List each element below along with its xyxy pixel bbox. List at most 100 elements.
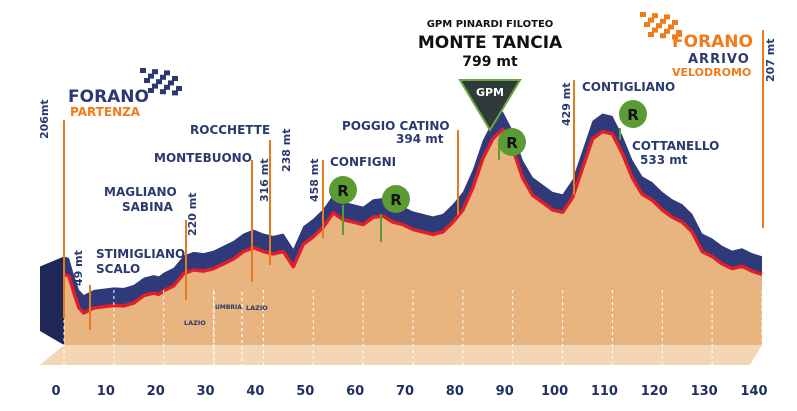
sprint-badge [329,176,357,204]
flag-square [148,88,154,93]
finish-line2: VELODROMO [672,66,751,79]
place-stimigliano-line2: SCALO [96,262,140,276]
gpm-name: MONTE TANCIA [418,33,563,53]
x-tick-label: 130 [691,384,718,399]
x-tick-label: 50 [296,384,314,399]
place-configni-altitude: 458 mt [308,158,321,202]
flag-square [652,13,658,19]
finish-altitude: 207 mt [764,38,777,82]
place-montebuono-line1: MONTEBUONO [154,151,252,165]
flag-square [164,70,170,76]
x-tick-label: 90 [496,384,514,399]
gpm-badge-label: GPM [476,86,504,99]
place-magliano-line2: SABINA [122,200,174,214]
flag-square [672,34,678,40]
sprint-badge-label: R [390,191,402,209]
flag-square [176,86,182,91]
sprint-markers: R R R R [329,100,647,242]
profile-ridge-line [63,127,763,315]
flag-square [152,83,158,89]
x-tick-label: 110 [591,384,618,399]
flag-square [164,84,170,90]
x-tick-label: 40 [246,384,264,399]
place-contigliano-line1: CONTIGLIANO [582,80,675,94]
x-tick-label: 70 [396,384,414,399]
flag-square [172,76,178,81]
flag-square [160,74,166,80]
x-tick-label: 20 [147,384,165,399]
region-label-lazio: LAZIO [184,319,206,327]
place-poggio-line1: POGGIO CATINO [342,119,450,133]
sprint-badge [619,100,647,128]
place-stimigliano-line1: STIMIGLIANO [96,247,185,261]
flag-square [652,27,658,33]
flag-square [152,69,158,75]
profile-base [40,345,762,365]
flag-square [648,17,654,23]
gpm-marker: GPM GPM PINARDI FILOTEO MONTE TANCIA 799… [418,19,563,132]
sprint-badge-label: R [337,182,349,200]
flag-square [664,28,670,34]
place-rocchette-line1: ROCCHETTE [190,123,270,137]
profile-end-cap [40,256,64,345]
finish-brand: FORANO [672,32,753,52]
x-tick-label: 60 [346,384,364,399]
location-markers [63,30,764,330]
flag-square [160,89,166,95]
gpm-altitude: 799 mt [462,54,518,70]
sprint-badge [382,185,410,213]
flag-square [172,90,178,96]
x-tick-label: 140 [740,384,767,399]
place-configni-line1: CONFIGNI [330,155,396,169]
flag-square [660,18,666,24]
place-contigliano-altitude: 429 mt [560,82,573,126]
flag-square [640,12,646,17]
flag-square [656,23,662,29]
x-tick-label: 120 [641,384,668,399]
profile-back-wall [64,111,762,313]
region-label-lazio: LAZIO [246,304,268,312]
flag-square [144,78,150,83]
sprint-badge [498,128,526,156]
region-label-umbria: UMBRIA [215,304,242,311]
gpm-title: GPM PINARDI FILOTEO [427,19,554,30]
flag-square [668,24,674,30]
place-magliano-line1: MAGLIANO [104,185,177,199]
place-magliano-altitude: 220 mt [186,192,199,236]
finish-line1: ARRIVO [688,52,750,67]
x-axis-ticks: 0 10 20 30 40 50 60 70 80 90 100 110 120 130 140 [51,290,768,399]
flag-square [664,14,670,20]
flag-square [156,79,162,85]
x-tick-label: 10 [97,384,115,399]
flag-square [660,33,666,39]
start-altitude: 206mt [38,99,51,139]
sprint-badge-label: R [506,134,518,152]
place-montebuono-altitude: 316 mt [258,158,271,202]
place-cottanello-line1: COTTANELLO [632,139,719,153]
checkered-flag-icon [640,12,682,40]
flag-square [676,30,682,35]
place-poggio-altitude: 394 mt [396,132,444,146]
x-tick-label: 0 [51,384,60,399]
place-rocchette-altitude: 238 mt [280,128,293,172]
flag-square [148,73,154,79]
sprint-badge-label: R [627,106,639,124]
finish-logo: FORANO ARRIVO VELODROMO 207 mt [640,12,777,82]
start-subtitle: PARTENZA [70,105,141,119]
flag-square [672,20,678,25]
start-logo: FORANO PARTENZA 206mt [38,68,182,139]
flag-square [140,68,146,73]
profile-front-face [64,129,762,345]
checkered-flag-icon [140,68,182,96]
place-cottanello-altitude: 533 mt [640,153,688,167]
gpm-badge [458,79,522,132]
flag-square [168,80,174,86]
flag-square [644,22,650,27]
x-tick-label: 80 [446,384,464,399]
place-stimigliano-altitude: 49 mt [72,250,85,286]
x-tick-label: 30 [197,384,215,399]
flag-square [648,32,654,37]
x-tick-label: 100 [541,384,568,399]
start-brand: FORANO [68,87,149,107]
